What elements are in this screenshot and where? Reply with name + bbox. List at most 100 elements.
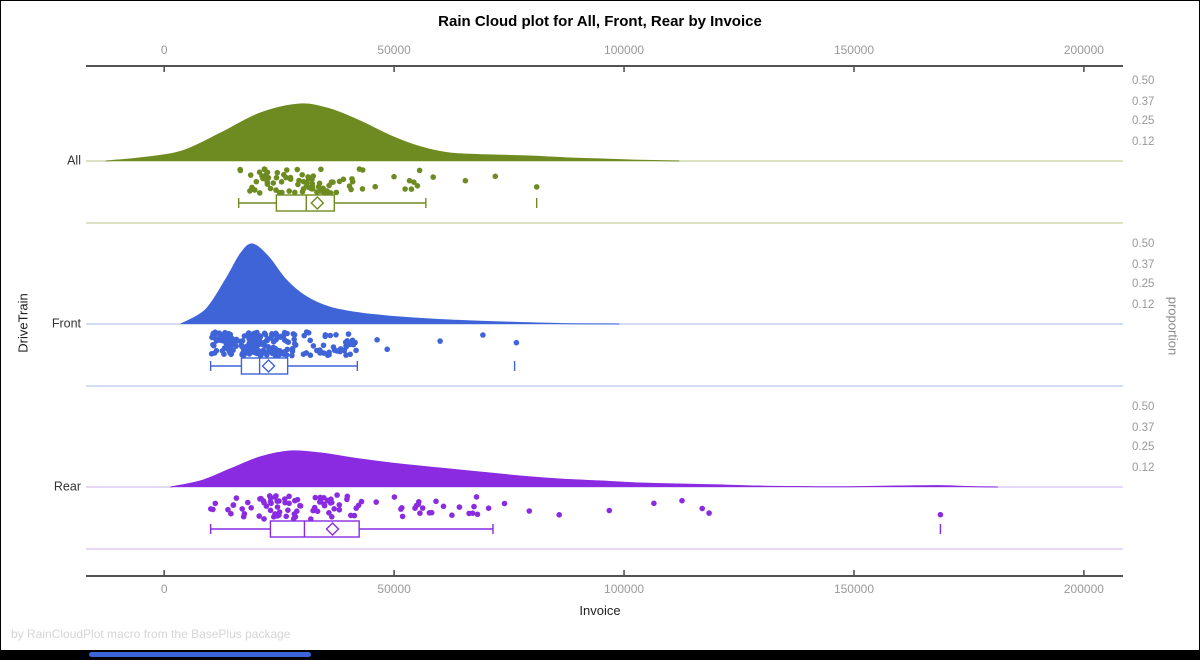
rain-point: [292, 342, 299, 348]
rain-point: [327, 190, 334, 196]
rain-outlier-point: [651, 500, 657, 507]
rain-point: [284, 346, 291, 353]
rain-point: [296, 177, 302, 184]
category-label: Front: [52, 316, 82, 330]
rain-point: [210, 506, 216, 513]
rain-point: [414, 183, 421, 189]
proportion-tick-label: 0.37: [1132, 96, 1154, 108]
proportion-tick-label: 0.37: [1132, 422, 1154, 434]
proportion-tick-label: 0.25: [1132, 441, 1154, 453]
rain-point: [290, 331, 297, 337]
proportion-tick-label: 0.50: [1132, 238, 1154, 250]
rain-point: [291, 336, 298, 343]
rain-outlier-point: [492, 173, 499, 180]
rain-outlier-point: [526, 508, 533, 514]
rain-point: [237, 166, 243, 173]
scrollbar-thumb[interactable]: [89, 652, 311, 657]
rain-point: [262, 175, 268, 182]
rain-point: [241, 350, 248, 357]
rain-point: [261, 330, 268, 337]
rain-outlier-point: [937, 511, 944, 518]
rain-point: [322, 332, 329, 338]
rain-point: [233, 495, 240, 501]
density-cloud: [180, 243, 620, 324]
density-outline: [170, 450, 998, 488]
rain-point: [239, 343, 245, 350]
rain-point: [343, 352, 349, 358]
proportion-tick-label: 0.12: [1132, 136, 1154, 148]
rain-point: [287, 174, 294, 181]
rain-point: [286, 493, 292, 500]
rain-point: [271, 514, 277, 520]
rain-point: [471, 503, 477, 510]
rain-point: [269, 331, 275, 337]
rain-point: [359, 186, 366, 192]
rain-point: [267, 498, 274, 505]
rain-point: [327, 332, 334, 339]
rain-point: [274, 334, 281, 341]
y2-axis-title: proportion: [1165, 296, 1181, 356]
rain-point: [266, 346, 273, 353]
rain-point: [320, 342, 327, 349]
rain-point: [348, 512, 354, 519]
rain-point: [211, 342, 217, 349]
rain-point: [309, 176, 315, 183]
rain-point: [329, 514, 335, 520]
rain-point: [299, 172, 306, 178]
rain-point: [333, 332, 339, 338]
rain-point: [336, 507, 343, 513]
rain-outlier-point: [533, 184, 540, 190]
rain-point: [267, 507, 274, 514]
rain-point: [402, 186, 408, 192]
rain-point: [485, 505, 492, 512]
rain-point: [416, 499, 422, 505]
rain-point: [309, 181, 316, 187]
rain-point: [276, 509, 283, 515]
rain-point: [256, 190, 263, 196]
rain-point: [286, 188, 293, 194]
rain-point: [241, 511, 248, 517]
rain-point: [353, 347, 359, 354]
mean-diamond: [325, 522, 340, 536]
rain-point: [291, 511, 298, 517]
density-outline: [180, 243, 620, 325]
x-axis-title: Invoice: [579, 603, 621, 618]
rain-point: [274, 169, 281, 176]
rain-point: [228, 510, 234, 517]
rain-point: [373, 499, 380, 505]
rain-point: [300, 351, 307, 358]
rain-point: [449, 512, 455, 518]
rain-point: [347, 351, 354, 358]
density-outline: [105, 103, 680, 162]
rain-point: [303, 329, 310, 335]
rain-point: [330, 179, 336, 185]
proportion-tick-label: 0.50: [1132, 401, 1154, 413]
proportion-tick-label: 0.12: [1132, 299, 1154, 311]
rain-point: [433, 498, 439, 505]
rain-point: [300, 178, 307, 185]
rain-point: [391, 494, 398, 500]
rain-point: [244, 343, 250, 350]
rain-point: [306, 184, 313, 191]
rain-point: [349, 337, 356, 344]
rain-point: [290, 515, 297, 522]
rain-point: [219, 348, 226, 354]
rain-point: [325, 352, 331, 359]
rain-point: [225, 506, 231, 513]
rain-point: [336, 502, 343, 508]
rain-outlier-point: [374, 337, 380, 343]
rain-point: [466, 510, 472, 517]
rain-point: [344, 496, 350, 503]
rain-point: [265, 336, 271, 343]
rain-point: [331, 506, 338, 512]
rain-point: [334, 492, 340, 498]
top-axis-tick-label: 0: [161, 43, 168, 57]
rain-outlier-point: [437, 338, 443, 344]
y-axis-title: DriveTrain: [15, 293, 31, 353]
rain-point: [318, 166, 324, 173]
category-label: All: [67, 153, 81, 167]
rain-point: [340, 176, 347, 183]
proportion-tick-label: 0.37: [1132, 259, 1154, 271]
rain-point: [274, 498, 281, 505]
rain-point: [273, 493, 279, 499]
